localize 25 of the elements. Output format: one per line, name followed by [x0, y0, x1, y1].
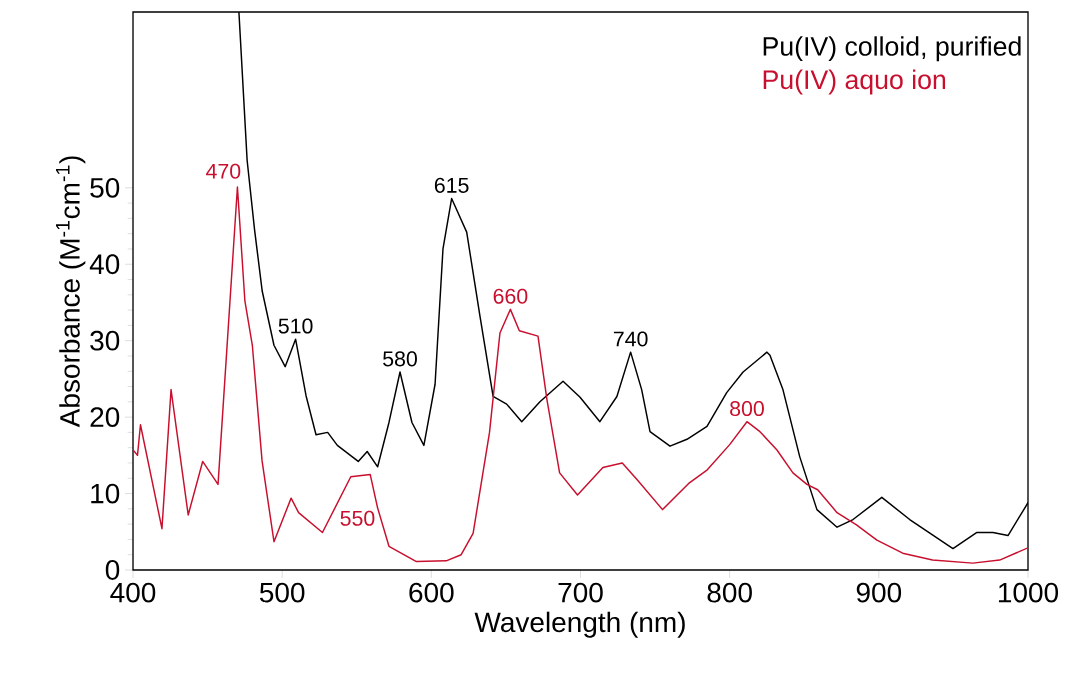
- x-tick-label: 500: [259, 582, 305, 603]
- annotation: 510: [278, 318, 313, 334]
- annotation: 470: [206, 163, 241, 179]
- x-tick-label: 800: [707, 582, 752, 603]
- y-tick-label: 10: [91, 483, 120, 504]
- x-tick-label: 700: [558, 582, 603, 603]
- x-tick-label: 600: [409, 582, 454, 603]
- text: Pu(IV) colloid, purified: [763, 36, 1021, 62]
- annotation: 550: [340, 510, 375, 526]
- y-tick-label: 30: [90, 330, 120, 351]
- annotation: 615: [434, 177, 469, 193]
- x-tick-label: 1000: [998, 582, 1059, 603]
- y-tick-label: 0: [105, 560, 120, 580]
- annotation: 740: [613, 331, 648, 347]
- y-axis-title: Absorbance (M$^{-1}$cm$^{-1}$): [56, 156, 86, 428]
- y-tick-label: 20: [90, 407, 120, 428]
- text: Pu(IV) aquo ion: [763, 69, 946, 95]
- x-axis-title: Wavelength (nm): [474, 611, 685, 638]
- annotation: 580: [383, 351, 417, 367]
- annotation: 660: [493, 288, 528, 304]
- x-tick-label: 900: [856, 582, 902, 603]
- y-tick-label: 40: [89, 254, 120, 275]
- y-tick-label: 50: [90, 177, 120, 198]
- annotation: 800: [730, 401, 764, 417]
- x-tick-label: 400: [110, 582, 156, 603]
